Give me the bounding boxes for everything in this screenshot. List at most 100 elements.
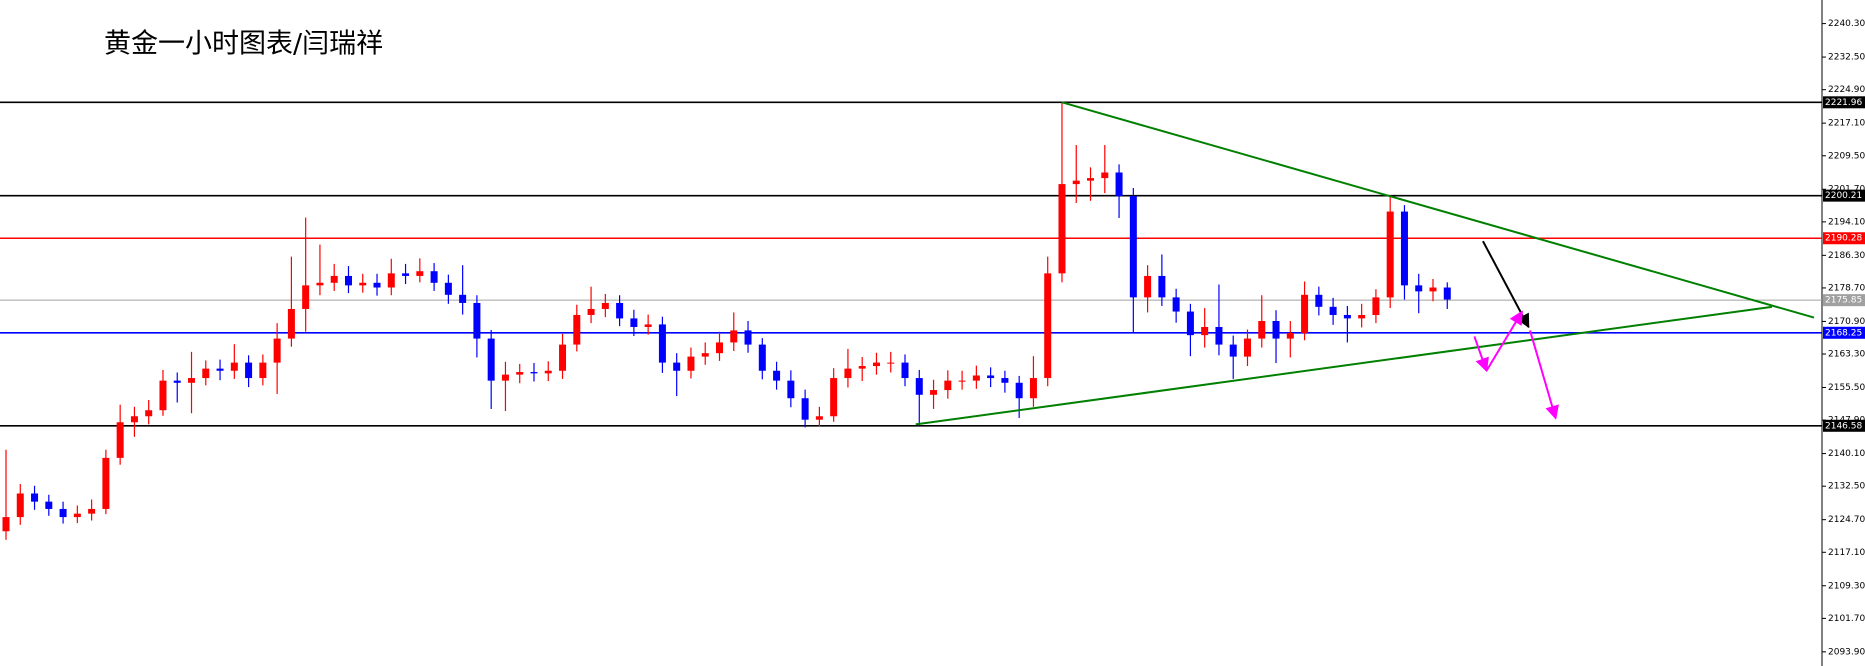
candle-body <box>2 517 10 532</box>
candle-body <box>544 370 552 374</box>
candle-body <box>1186 311 1194 336</box>
candle-body <box>216 368 224 371</box>
candle-body <box>830 378 838 417</box>
candle-body <box>273 338 281 363</box>
arrow <box>1485 310 1524 372</box>
candle-body <box>915 378 923 395</box>
candle-body <box>1358 314 1366 319</box>
candle-body <box>230 362 238 371</box>
candle-body <box>501 374 509 381</box>
candle-body <box>530 372 538 374</box>
candle-body <box>516 372 524 375</box>
candle-body <box>573 314 581 345</box>
candle-body <box>616 302 624 319</box>
candle-body <box>1215 326 1223 345</box>
level-tag <box>1823 294 1865 307</box>
level-label: 2200.21 <box>1825 191 1862 201</box>
candle-body <box>901 362 909 379</box>
y-tick-label: 2217.10 <box>1828 119 1865 129</box>
candle-body <box>1129 196 1137 298</box>
candle-body <box>1087 178 1095 181</box>
candle-body <box>1044 273 1052 379</box>
candle-body <box>330 275 338 283</box>
candle-body <box>416 271 424 276</box>
candle-body <box>972 375 980 381</box>
candle-body <box>1400 211 1408 286</box>
candle-body <box>16 493 24 518</box>
candle-body <box>1286 333 1294 339</box>
candle-body <box>1372 297 1380 315</box>
candle-body <box>59 508 67 518</box>
candle-body <box>344 275 352 286</box>
candle-body <box>1172 297 1180 312</box>
candle-body <box>644 324 652 327</box>
candle-body <box>444 282 452 295</box>
candle-body <box>45 501 53 509</box>
candle-body <box>687 356 695 371</box>
level-label: 2175.85 <box>1825 296 1862 306</box>
y-tick-label: 2117.10 <box>1828 548 1865 558</box>
candle-body <box>473 302 481 339</box>
candle-body <box>944 380 952 391</box>
y-tick-label: 2209.50 <box>1828 151 1865 161</box>
candle-body <box>887 362 895 364</box>
candle-body <box>31 493 39 502</box>
candle-body <box>459 294 467 303</box>
chart-title: 黄金一小时图表/闫瑞祥 <box>104 29 383 60</box>
candle-body <box>844 368 852 379</box>
arrow <box>1529 330 1559 420</box>
y-tick-label: 2178.70 <box>1828 283 1865 293</box>
y-tick-label: 2124.70 <box>1828 515 1865 525</box>
y-tick-label: 2132.50 <box>1828 482 1865 492</box>
level-tag <box>1823 326 1865 339</box>
candle-body <box>601 302 609 309</box>
candle-body <box>1058 184 1066 274</box>
candle-body <box>1343 314 1351 319</box>
candle-body <box>716 342 723 354</box>
level-tag <box>1823 419 1865 432</box>
y-tick-label: 2224.90 <box>1828 85 1865 95</box>
candle-body <box>102 457 110 509</box>
y-tick-label: 2155.50 <box>1828 383 1865 393</box>
level-tag <box>1823 189 1865 202</box>
candle-body <box>730 330 738 343</box>
arrow <box>1473 336 1489 373</box>
candle-body <box>130 416 138 423</box>
y-tick-label: 2194.10 <box>1828 217 1865 227</box>
level-label: 2146.58 <box>1825 421 1862 431</box>
candle-body <box>430 271 438 283</box>
candle-body <box>302 285 310 309</box>
level-label: 2221.96 <box>1825 98 1862 108</box>
candle-body <box>559 344 567 371</box>
candle-body <box>1029 378 1037 399</box>
candle-body <box>773 370 781 381</box>
candle-body <box>1158 275 1166 298</box>
candle-body <box>159 380 167 411</box>
candle-body <box>1258 320 1266 339</box>
candle-body <box>259 362 267 379</box>
y-tick-label: 2170.90 <box>1828 317 1865 327</box>
level-label: 2190.28 <box>1825 234 1862 244</box>
candle-body <box>188 378 196 383</box>
candle-body <box>801 398 809 420</box>
y-tick-label: 2140.10 <box>1828 449 1865 459</box>
level-label: 2168.25 <box>1825 328 1862 338</box>
y-tick-label: 2163.30 <box>1828 350 1865 360</box>
candle-body <box>202 368 210 379</box>
candle-body <box>1115 172 1123 197</box>
level-tag <box>1823 96 1865 109</box>
candle-body <box>1429 287 1437 292</box>
candle-body <box>630 318 638 327</box>
candle-body <box>587 308 595 315</box>
candle-body <box>1443 287 1451 300</box>
candle-body <box>173 380 181 383</box>
candle-body <box>88 508 96 514</box>
y-tick-label: 2240.30 <box>1828 19 1865 29</box>
y-tick-label: 2186.30 <box>1828 251 1865 261</box>
candle-body <box>1415 285 1423 292</box>
candle-body <box>487 338 495 381</box>
candle-body <box>758 344 766 371</box>
candle-body <box>1001 378 1009 383</box>
y-tick-label: 2093.90 <box>1828 647 1865 657</box>
